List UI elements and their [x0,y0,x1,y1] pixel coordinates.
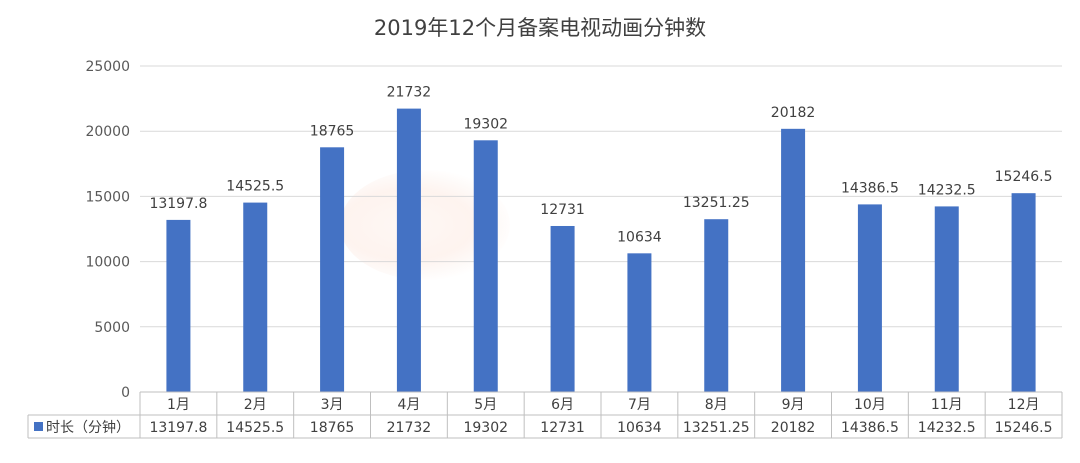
data-label: 12731 [540,202,585,218]
x-category-label: 6月 [551,397,574,413]
y-tick-label: 0 [121,385,130,401]
x-category-label: 8月 [705,397,728,413]
x-category-label: 2月 [244,397,267,413]
table-value-cell: 21732 [387,420,432,436]
table-value-cell: 19302 [463,420,508,436]
bar [857,204,882,392]
legend-swatch [34,422,43,431]
bar [166,219,191,392]
x-category-label: 5月 [474,397,497,413]
table-value-cell: 10634 [617,420,662,436]
legend-series-name: 时长（分钟） [46,419,130,436]
y-tick-label: 20000 [85,124,130,140]
table-value-cell: 18765 [310,420,355,436]
y-tick-label: 15000 [85,189,130,205]
y-tick-label: 25000 [85,59,130,75]
chart-title: 2019年12个月备案电视动画分钟数 [373,16,707,40]
bar [627,253,652,392]
table-value-cell: 14232.5 [918,420,976,436]
bar [704,219,729,392]
bar [934,206,959,392]
table-value-cell: 12731 [540,420,585,436]
table-value-cell: 13251.25 [683,420,750,436]
bar [781,128,806,392]
y-tick-label: 5000 [94,320,130,336]
x-category-label: 1月 [167,397,190,413]
table-value-cell: 15246.5 [995,420,1053,436]
bar [550,225,575,392]
data-label: 13251.25 [683,195,750,211]
bar [473,140,498,392]
x-category-label: 10月 [854,397,886,413]
table-value-cell: 13197.8 [149,420,207,436]
x-category-label: 4月 [397,397,420,413]
x-category-label: 12月 [1008,397,1040,413]
data-label: 14525.5 [226,179,284,195]
data-label: 13197.8 [149,196,207,212]
data-label: 20182 [771,105,816,121]
table-value-cell: 14525.5 [226,420,284,436]
data-label: 14232.5 [918,182,976,198]
data-label: 14386.5 [841,180,899,196]
table-value-cell: 14386.5 [841,420,899,436]
x-category-label: 3月 [321,397,344,413]
bar [243,202,268,392]
table-value-cell: 20182 [771,420,816,436]
x-category-label: 7月 [628,397,651,413]
data-label: 18765 [310,123,355,139]
x-category-label: 9月 [782,397,805,413]
data-label: 15246.5 [995,169,1053,185]
data-label: 19302 [463,116,508,132]
bar [396,108,421,393]
y-tick-label: 10000 [85,255,130,271]
bar [320,147,345,392]
x-category-label: 11月 [931,397,963,413]
data-label: 10634 [617,229,662,245]
data-label: 21732 [387,85,432,101]
bar [1011,193,1036,392]
